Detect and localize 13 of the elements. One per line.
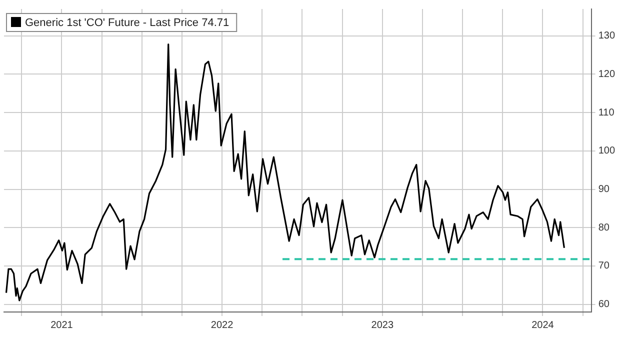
y-tick-label: 60: [598, 299, 610, 310]
y-tick-label: 100: [598, 146, 616, 157]
x-tick-label: 2024: [532, 320, 554, 331]
x-tick-label: 2022: [210, 320, 234, 331]
x-tick-label: 2021: [50, 320, 74, 331]
x-tick-label: 2023: [371, 320, 394, 331]
y-tick-label: 70: [598, 260, 610, 272]
y-tick-label: 90: [598, 184, 610, 196]
y-tick-label: 110: [598, 107, 615, 118]
y-tick-label: 80: [598, 222, 610, 234]
y-tick-label: 130: [598, 30, 616, 42]
y-tick-label: 120: [598, 68, 616, 80]
legend-label: Generic 1st 'CO' Future - Last Price 74.71: [25, 17, 230, 30]
